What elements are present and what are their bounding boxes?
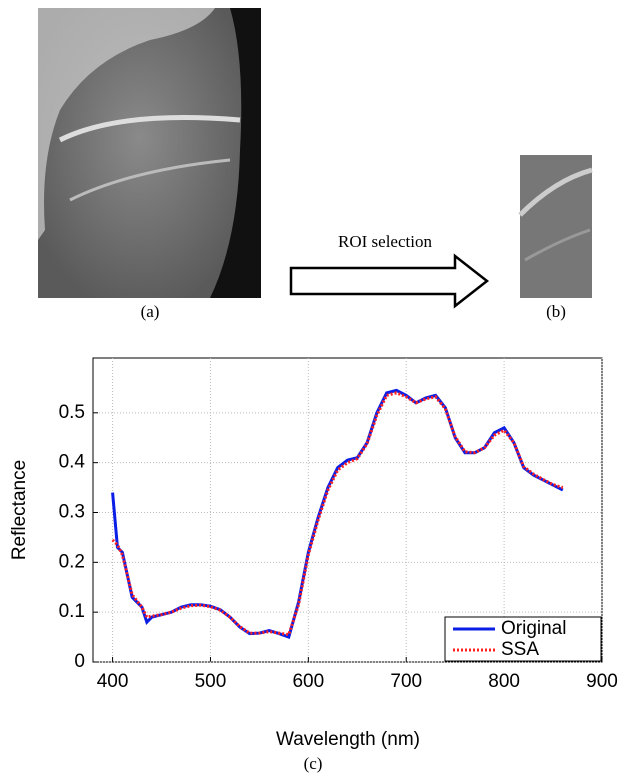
arrow: [291, 256, 487, 306]
y-tick-label: 0.3: [59, 502, 85, 523]
panel-label: (c): [304, 754, 323, 773]
panel-label: (a): [141, 302, 160, 321]
x-tick-label: 900: [586, 671, 618, 692]
y-tick-label: 0.4: [59, 452, 86, 473]
y-axis-label: Reflectance: [9, 460, 30, 560]
legend-label: Original: [501, 618, 566, 639]
figure: ROI selection (a) (b) (c) Wavelength (nm…: [0, 0, 626, 779]
y-tick-label: 0.1: [59, 601, 85, 622]
arrow-label: ROI selection: [338, 232, 432, 251]
x-tick-label: 800: [488, 671, 520, 692]
x-tick-label: 400: [97, 671, 129, 692]
x-tick-label: 700: [390, 671, 422, 692]
y-tick-label: 0: [74, 651, 85, 672]
legend-label: SSA: [501, 639, 539, 660]
panel-label: (b): [546, 302, 566, 321]
x-axis-label: Wavelength (nm): [276, 729, 420, 750]
y-tick-label: 0.2: [59, 551, 85, 572]
page: ROI selection (a) (b) (c) Wavelength (nm…: [0, 0, 626, 779]
y-tick-label: 0.5: [59, 402, 85, 423]
plot-area: [93, 358, 602, 662]
x-tick-label: 500: [195, 671, 227, 692]
x-tick-label: 600: [292, 671, 324, 692]
image-a: [38, 8, 261, 298]
image-b: [520, 155, 592, 298]
